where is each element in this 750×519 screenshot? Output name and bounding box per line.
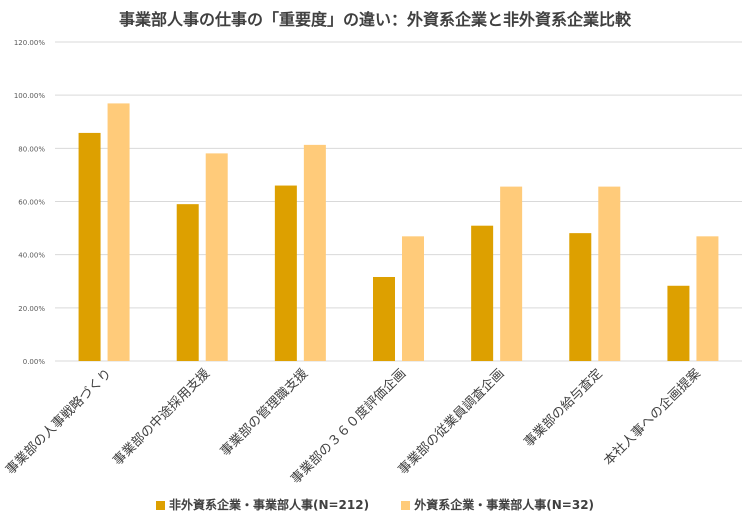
- y-tick-label: 60.00%: [18, 199, 45, 207]
- chart-title: 事業部人事の仕事の「重要度」の違い：外資系企業と非外資系企業比較: [118, 10, 631, 29]
- bar-series-1: [274, 185, 297, 361]
- x-category-label: 事業部の中途採用支援: [110, 366, 213, 469]
- x-category-label: 本社人事への企画提案: [601, 366, 704, 469]
- legend-label-series-1: 非外資系企業・事業部人事(N=212): [168, 498, 370, 512]
- bar-series-1: [176, 204, 199, 361]
- bar-series-2: [205, 153, 228, 361]
- x-category-label: 事業部の３６０度評価企画: [288, 366, 410, 488]
- legend-label-series-2: 外資系企業・事業部人事(N=32): [414, 498, 595, 512]
- x-category-label: 事業部の給与査定: [521, 366, 606, 451]
- x-category-label: 事業部の人事戦略づくり: [2, 366, 114, 478]
- bar-series-1: [373, 276, 395, 361]
- bar-series-2: [107, 103, 130, 361]
- x-category-label: 事業部の管理職支援: [217, 366, 311, 460]
- y-tick-label: 100.00%: [14, 92, 45, 100]
- gridlines: [55, 41, 742, 362]
- x-category-label: 事業部の従業員調査企画: [395, 366, 507, 478]
- legend: 非外資系企業・事業部人事(N=212) 外資系企業・事業部人事(N=32): [0, 496, 750, 513]
- bar-series-1: [78, 132, 101, 361]
- y-tick-label: 80.00%: [18, 145, 45, 153]
- bar-series-2: [598, 186, 621, 361]
- bars: [78, 103, 719, 361]
- y-tick-label: 0.00%: [23, 358, 46, 366]
- y-tick-label: 120.00%: [14, 39, 45, 47]
- bar-series-1: [569, 233, 592, 361]
- y-tick-label: 20.00%: [18, 305, 45, 313]
- legend-swatch-series-1: [155, 501, 165, 510]
- bar-series-2: [696, 236, 719, 361]
- bar-series-1: [471, 225, 494, 361]
- bar-series-2: [500, 186, 523, 361]
- bar-series-2: [303, 144, 326, 361]
- bar-series-2: [402, 236, 424, 361]
- y-axis-tick-labels: 0.00% 20.00% 40.00% 60.00% 80.00% 100.00% 120.…: [14, 39, 45, 366]
- bar-series-1: [667, 285, 690, 361]
- y-tick-label: 40.00%: [18, 252, 45, 260]
- legend-item-series-2: 外資系企業・事業部人事(N=32): [401, 496, 594, 513]
- legend-item-series-1: 非外資系企業・事業部人事(N=212): [155, 496, 370, 513]
- legend-swatch-series-2: [401, 501, 411, 510]
